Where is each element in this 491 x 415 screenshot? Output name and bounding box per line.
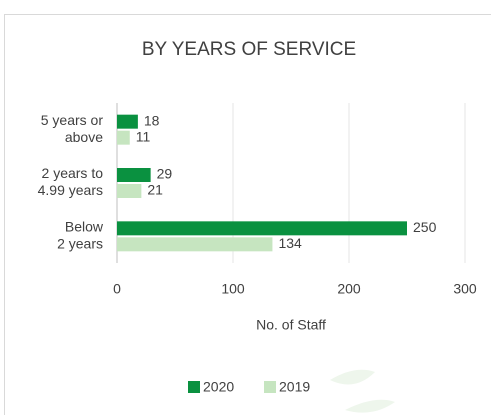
legend-label: 2020 bbox=[203, 379, 234, 395]
x-tick-label: 300 bbox=[453, 281, 477, 297]
value-label: 134 bbox=[278, 235, 302, 251]
x-tick-label: 0 bbox=[113, 281, 121, 297]
page: {"chart_data": {"type": "bar", "orientat… bbox=[0, 0, 491, 415]
value-label: 18 bbox=[144, 112, 160, 128]
y-tick-label: 2 years to bbox=[42, 165, 104, 181]
bar bbox=[117, 237, 272, 251]
legend-swatch bbox=[188, 381, 200, 393]
value-label: 21 bbox=[147, 182, 163, 198]
value-label: 29 bbox=[157, 166, 173, 182]
y-tick-label: 2 years bbox=[57, 236, 103, 252]
chart-title: BY YEARS OF SERVICE bbox=[142, 39, 356, 60]
y-tick-label: 4.99 years bbox=[38, 182, 103, 198]
bar bbox=[117, 168, 151, 182]
value-label: 11 bbox=[136, 128, 151, 144]
y-tick-label: Below bbox=[65, 219, 104, 235]
chart: BY YEARS OF SERVICE No. of Staff 0 100 200… bbox=[0, 0, 491, 415]
x-axis-title: No. of Staff bbox=[256, 317, 326, 333]
bar bbox=[117, 115, 138, 129]
bar bbox=[117, 184, 141, 198]
bar bbox=[117, 131, 130, 145]
bar bbox=[117, 221, 407, 235]
chart-frame bbox=[5, 15, 491, 415]
x-tick-label: 100 bbox=[221, 281, 245, 297]
y-tick-label: 5 years or bbox=[41, 112, 104, 128]
y-tick-label: above bbox=[65, 129, 103, 145]
legend-label: 2019 bbox=[279, 379, 310, 395]
legend-swatch bbox=[264, 381, 276, 393]
value-label: 250 bbox=[413, 219, 437, 235]
x-tick-label: 200 bbox=[337, 281, 361, 297]
